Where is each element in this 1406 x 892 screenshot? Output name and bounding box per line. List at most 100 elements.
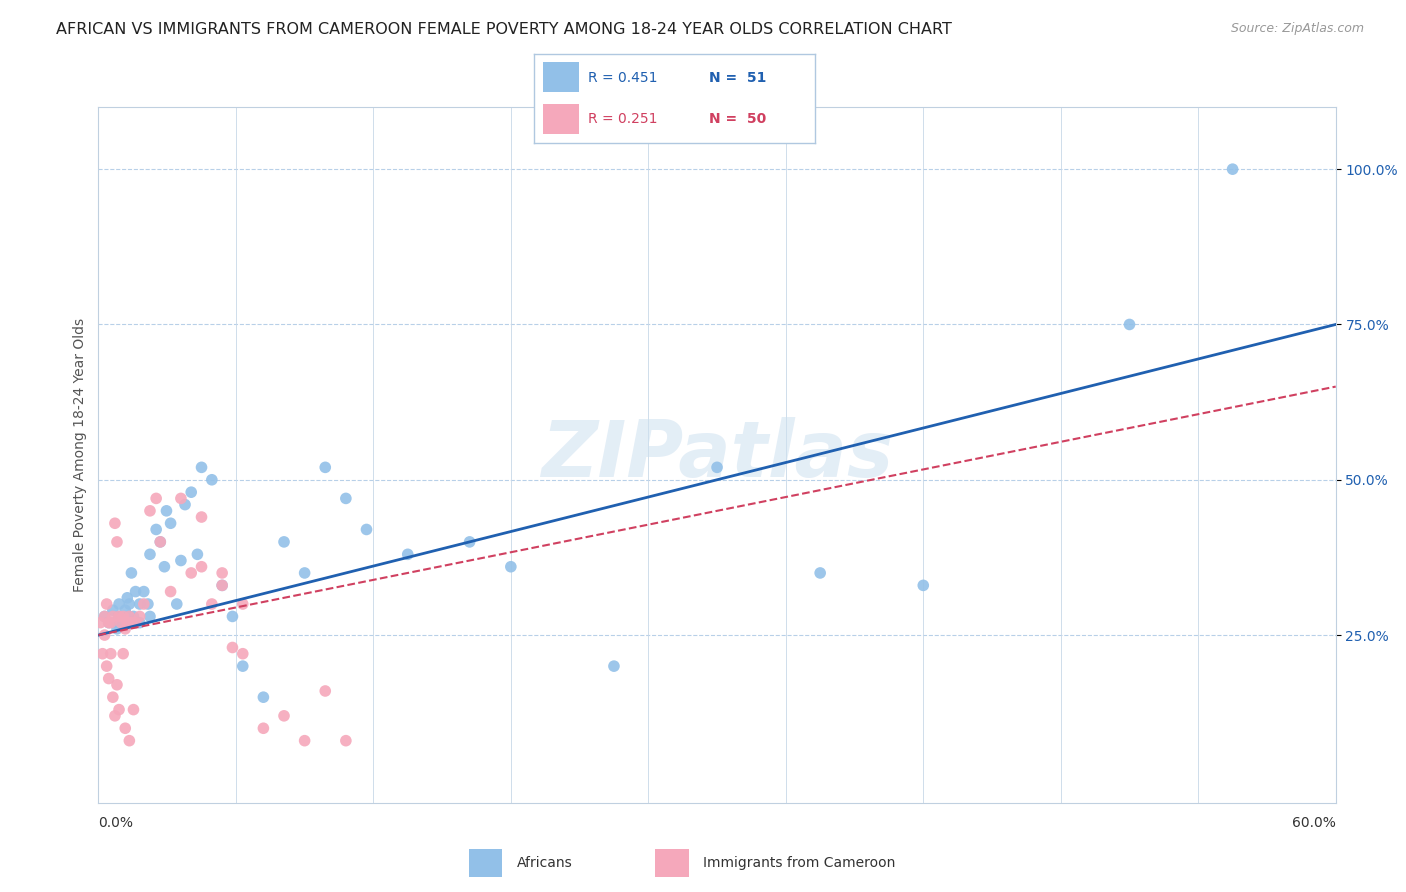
Point	[96, 659, 118, 673]
Point	[104, 708, 127, 723]
Point	[145, 491, 167, 506]
Point	[118, 609, 141, 624]
Point	[112, 615, 135, 630]
Point	[166, 597, 188, 611]
Point	[211, 566, 233, 580]
Point	[335, 733, 357, 747]
Point	[335, 491, 357, 506]
Point	[128, 615, 150, 630]
Point	[105, 534, 128, 549]
Text: N =  50: N = 50	[709, 112, 766, 126]
Point	[170, 553, 193, 567]
Point	[155, 504, 177, 518]
Point	[93, 628, 115, 642]
Point	[105, 622, 128, 636]
Point	[252, 721, 274, 735]
Point	[149, 534, 172, 549]
FancyBboxPatch shape	[468, 849, 502, 877]
Text: Africans: Africans	[516, 856, 572, 870]
Point	[108, 597, 131, 611]
Point	[110, 615, 132, 630]
Point	[149, 534, 172, 549]
Point	[159, 584, 181, 599]
Point	[139, 504, 162, 518]
Point	[104, 615, 127, 630]
Point	[112, 609, 135, 624]
Point	[114, 603, 136, 617]
Point	[97, 672, 120, 686]
Point	[100, 615, 122, 630]
Point	[114, 721, 136, 735]
Point	[120, 566, 142, 580]
Text: N =  51: N = 51	[709, 70, 766, 85]
Point	[174, 498, 197, 512]
Point	[108, 609, 131, 624]
Point	[153, 559, 176, 574]
Point	[190, 559, 212, 574]
Point	[232, 597, 254, 611]
Point	[1118, 318, 1140, 332]
Point	[356, 523, 378, 537]
Point	[232, 659, 254, 673]
Point	[211, 578, 233, 592]
Point	[170, 491, 193, 506]
Point	[105, 678, 128, 692]
Text: 0.0%: 0.0%	[98, 816, 134, 830]
Point	[294, 733, 316, 747]
FancyBboxPatch shape	[543, 104, 579, 134]
Point	[190, 510, 212, 524]
Point	[100, 647, 122, 661]
Point	[122, 703, 145, 717]
Point	[108, 703, 131, 717]
Point	[101, 690, 124, 705]
Text: R = 0.251: R = 0.251	[588, 112, 657, 126]
Text: ZIPatlas: ZIPatlas	[541, 417, 893, 493]
Point	[159, 516, 181, 531]
FancyBboxPatch shape	[543, 62, 579, 92]
Point	[221, 609, 243, 624]
Point	[603, 659, 626, 673]
Point	[808, 566, 831, 580]
Text: AFRICAN VS IMMIGRANTS FROM CAMEROON FEMALE POVERTY AMONG 18-24 YEAR OLDS CORRELA: AFRICAN VS IMMIGRANTS FROM CAMEROON FEMA…	[56, 22, 952, 37]
Point	[118, 733, 141, 747]
Point	[190, 460, 212, 475]
Point	[128, 597, 150, 611]
Text: Source: ZipAtlas.com: Source: ZipAtlas.com	[1230, 22, 1364, 36]
Point	[89, 615, 111, 630]
Point	[112, 647, 135, 661]
Point	[273, 708, 295, 723]
Point	[458, 534, 481, 549]
Y-axis label: Female Poverty Among 18-24 Year Olds: Female Poverty Among 18-24 Year Olds	[73, 318, 87, 592]
Point	[314, 684, 336, 698]
Point	[139, 609, 162, 624]
Point	[132, 584, 155, 599]
Point	[294, 566, 316, 580]
Point	[124, 584, 146, 599]
Point	[97, 615, 120, 630]
Point	[120, 615, 142, 630]
Point	[211, 578, 233, 592]
Point	[273, 534, 295, 549]
Text: R = 0.451: R = 0.451	[588, 70, 657, 85]
Text: 60.0%: 60.0%	[1292, 816, 1336, 830]
Point	[117, 615, 139, 630]
Point	[499, 559, 522, 574]
Point	[396, 547, 419, 561]
FancyBboxPatch shape	[655, 849, 689, 877]
Point	[91, 647, 114, 661]
Point	[139, 547, 162, 561]
Point	[912, 578, 935, 592]
Point	[118, 609, 141, 624]
Point	[93, 609, 115, 624]
Point	[108, 609, 131, 624]
Point	[201, 473, 224, 487]
Point	[1222, 162, 1244, 177]
Point	[101, 603, 124, 617]
Point	[118, 597, 141, 611]
Point	[104, 516, 127, 531]
Point	[232, 647, 254, 661]
Point	[180, 566, 202, 580]
Point	[252, 690, 274, 705]
Point	[706, 460, 728, 475]
Point	[145, 523, 167, 537]
